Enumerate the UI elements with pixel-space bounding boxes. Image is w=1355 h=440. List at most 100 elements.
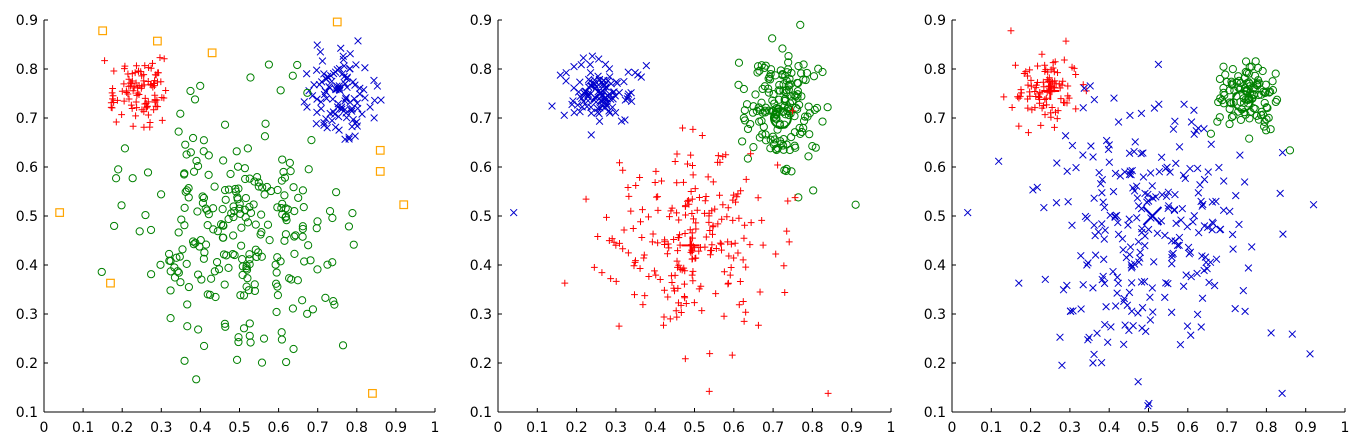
data-point [1215, 74, 1225, 84]
data-point [1164, 202, 1173, 210]
data-point [347, 107, 356, 115]
data-point [298, 296, 307, 305]
data-point [705, 209, 713, 217]
data-point [740, 106, 749, 115]
data-point [1099, 272, 1107, 281]
data-point [293, 60, 302, 70]
y-tick-label: 0.4 [924, 258, 946, 274]
data-point [587, 131, 596, 139]
data-point [717, 240, 725, 248]
data-point [112, 118, 120, 126]
data-point [752, 106, 761, 116]
data-point [320, 70, 328, 78]
data-point [1053, 159, 1061, 167]
data-point [747, 219, 755, 227]
data-point [1162, 279, 1170, 287]
data-point [758, 216, 766, 224]
data-point [1172, 159, 1180, 168]
data-point [188, 133, 198, 143]
data-point [1186, 164, 1194, 173]
data-point [1125, 170, 1134, 179]
data-point [624, 68, 633, 76]
data-point [1031, 88, 1039, 95]
data-point [809, 186, 818, 195]
data-point [1094, 228, 1103, 236]
data-point [738, 137, 747, 146]
x-tick-label: 0.7 [762, 420, 784, 436]
data-point [1100, 279, 1109, 288]
data-point [640, 254, 648, 262]
data-point [1149, 194, 1157, 202]
data-point [779, 80, 788, 89]
data-point [302, 69, 311, 78]
data-point [162, 87, 170, 94]
cluster-2 [300, 37, 385, 144]
data-point [1119, 340, 1128, 349]
data-point [245, 319, 254, 328]
data-point [127, 101, 135, 109]
data-point [1008, 104, 1016, 111]
data-point [605, 109, 614, 117]
data-point [1029, 186, 1037, 194]
data-point [688, 271, 696, 279]
data-point [780, 102, 789, 111]
data-point [172, 253, 181, 262]
data-point [308, 305, 318, 314]
y-tick-label: 0.4 [470, 258, 492, 274]
data-point [261, 119, 270, 128]
data-point [1084, 259, 1092, 267]
y-tick-label: 0.7 [924, 111, 946, 127]
data-point [1040, 83, 1048, 91]
data-point [118, 111, 126, 119]
y-tick-label: 0.1 [924, 405, 946, 421]
data-point [316, 48, 325, 56]
data-point [298, 222, 307, 231]
data-point [252, 252, 261, 262]
cluster-1 [1000, 50, 1090, 136]
cluster-centroid [681, 236, 700, 255]
data-point [288, 71, 297, 80]
y-tick-label: 0.4 [16, 258, 38, 274]
y-tick-label: 0.3 [16, 307, 38, 323]
data-point [651, 267, 658, 275]
data-point [702, 233, 710, 241]
data-point [795, 123, 804, 133]
data-point [1241, 67, 1250, 77]
data-point [690, 215, 697, 223]
data-point [232, 147, 241, 156]
data-point [689, 267, 697, 275]
data-point [1204, 168, 1213, 176]
data-point [1146, 293, 1154, 301]
cluster-centroid [590, 83, 610, 104]
data-point [299, 203, 308, 212]
data-point [705, 218, 713, 226]
data-point [683, 197, 691, 205]
data-point [305, 86, 313, 95]
data-point [1054, 69, 1061, 77]
data-point [234, 333, 243, 342]
data-point [755, 133, 764, 142]
data-point [1148, 284, 1157, 292]
data-point [166, 286, 175, 295]
data-point [793, 86, 802, 96]
data-point [313, 108, 321, 117]
data-point [1219, 88, 1228, 97]
data-point [598, 269, 606, 276]
data-point [727, 264, 735, 271]
data-point [322, 115, 330, 123]
outlier-point [375, 145, 385, 155]
data-point [246, 338, 255, 347]
data-point [1064, 197, 1072, 206]
data-point [668, 279, 676, 286]
data-point [654, 239, 662, 247]
data-point [1084, 336, 1092, 344]
data-point [326, 84, 334, 92]
data-point [294, 193, 303, 202]
data-point [273, 203, 282, 212]
data-point [1095, 168, 1103, 177]
data-point [709, 231, 716, 238]
data-point [1187, 118, 1196, 126]
data-point [1041, 275, 1050, 284]
data-point [791, 143, 800, 152]
data-point [109, 85, 117, 92]
